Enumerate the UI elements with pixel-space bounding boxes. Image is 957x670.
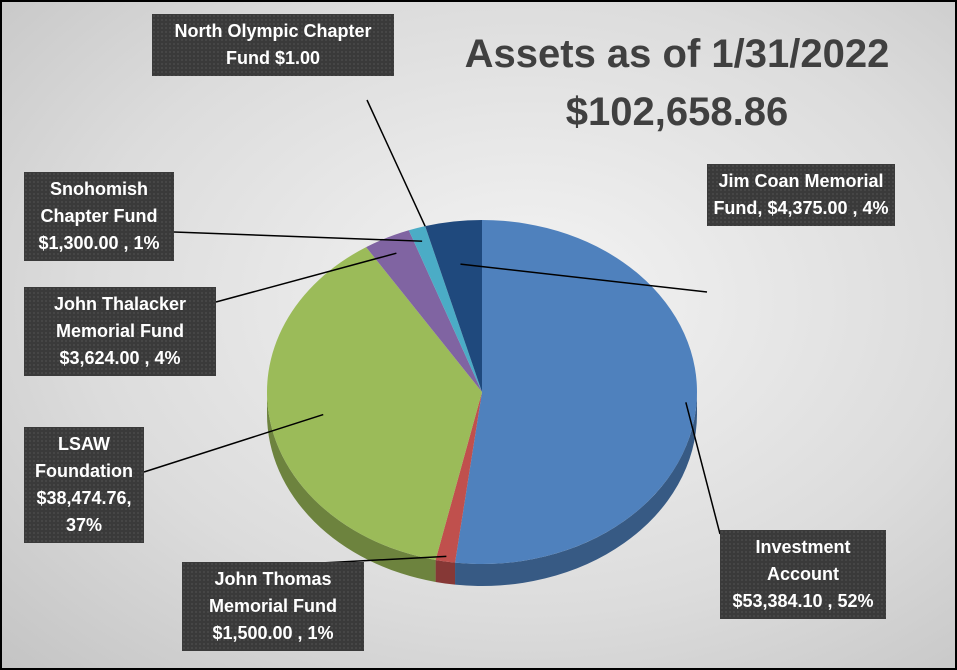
label-value: $1,300.00 , 1% bbox=[38, 233, 160, 253]
pie-slice bbox=[267, 247, 482, 560]
pie-sides bbox=[267, 392, 697, 587]
label-name: Snohomish Chapter Fund bbox=[40, 179, 158, 226]
pie-slice-side bbox=[435, 559, 456, 585]
leader-line bbox=[143, 413, 324, 473]
leader-line bbox=[460, 263, 708, 293]
pie-slice bbox=[455, 220, 697, 564]
label-name: John Thomas Memorial Fund bbox=[208, 569, 337, 616]
pie-slice bbox=[408, 226, 482, 392]
pie-slice bbox=[366, 230, 482, 392]
data-label: Snohomish Chapter Fund $1,300.00 , 1% bbox=[24, 172, 174, 261]
chart-subtitle: $102,658.86 bbox=[565, 90, 789, 134]
pie-slice-side bbox=[267, 392, 436, 582]
label-value: $38,474.76, 37% bbox=[36, 488, 132, 535]
label-value: $1.00 bbox=[274, 48, 321, 68]
pie-slice bbox=[425, 220, 482, 392]
label-name: Jim Coan Memorial Fund, bbox=[713, 171, 884, 218]
label-name: John Thalacker Memorial Fund bbox=[53, 294, 187, 341]
data-label: John Thomas Memorial Fund $1,500.00 , 1% bbox=[182, 562, 364, 651]
label-value: $53,384.10 , 52% bbox=[732, 591, 874, 611]
leader-line bbox=[173, 231, 423, 242]
pie-slice bbox=[425, 226, 482, 392]
chart-title: Assets as of 1/31/2022 bbox=[464, 32, 890, 76]
leader-line bbox=[685, 402, 721, 535]
leader-line bbox=[366, 99, 426, 227]
label-value: $3,624.00 , 4% bbox=[59, 348, 181, 368]
label-value: $1,500.00 , 1% bbox=[212, 623, 334, 643]
data-label: Investment Account $53,384.10 , 52% bbox=[720, 530, 886, 619]
data-label: Jim Coan Memorial Fund, $4,375.00 , 4% bbox=[707, 164, 895, 226]
data-label: North Olympic Chapter Fund $1.00 bbox=[152, 14, 394, 76]
label-name: North Olympic Chapter Fund bbox=[174, 21, 372, 68]
pie-slice-side bbox=[455, 392, 697, 587]
data-label: John Thalacker Memorial Fund $3,624.00 ,… bbox=[24, 287, 216, 376]
data-label: LSAW Foundation $38,474.76, 37% bbox=[24, 427, 144, 543]
label-name: Investment Account bbox=[755, 537, 851, 584]
label-value: $4,375.00 , 4% bbox=[767, 198, 889, 218]
pie-slice bbox=[435, 392, 482, 563]
leader-line bbox=[215, 252, 397, 303]
label-name: LSAW Foundation bbox=[35, 434, 133, 481]
